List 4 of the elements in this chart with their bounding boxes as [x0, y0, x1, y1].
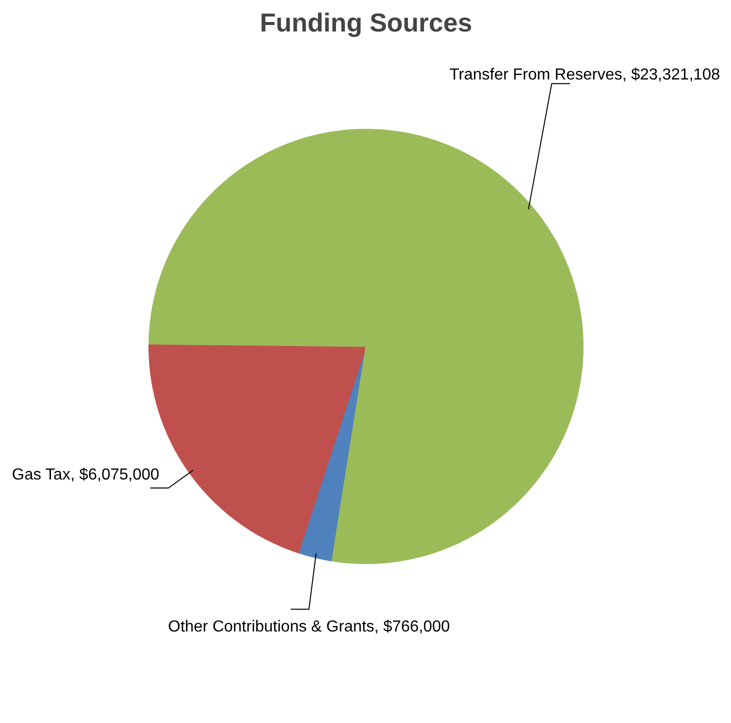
slice-label: Gas Tax, $6,075,000	[12, 466, 160, 484]
slice-label: Other Contributions & Grants, $766,000	[168, 618, 450, 636]
slice-label: Transfer From Reserves, $23,321,108	[449, 66, 720, 84]
chart-title: Funding Sources	[260, 8, 472, 38]
